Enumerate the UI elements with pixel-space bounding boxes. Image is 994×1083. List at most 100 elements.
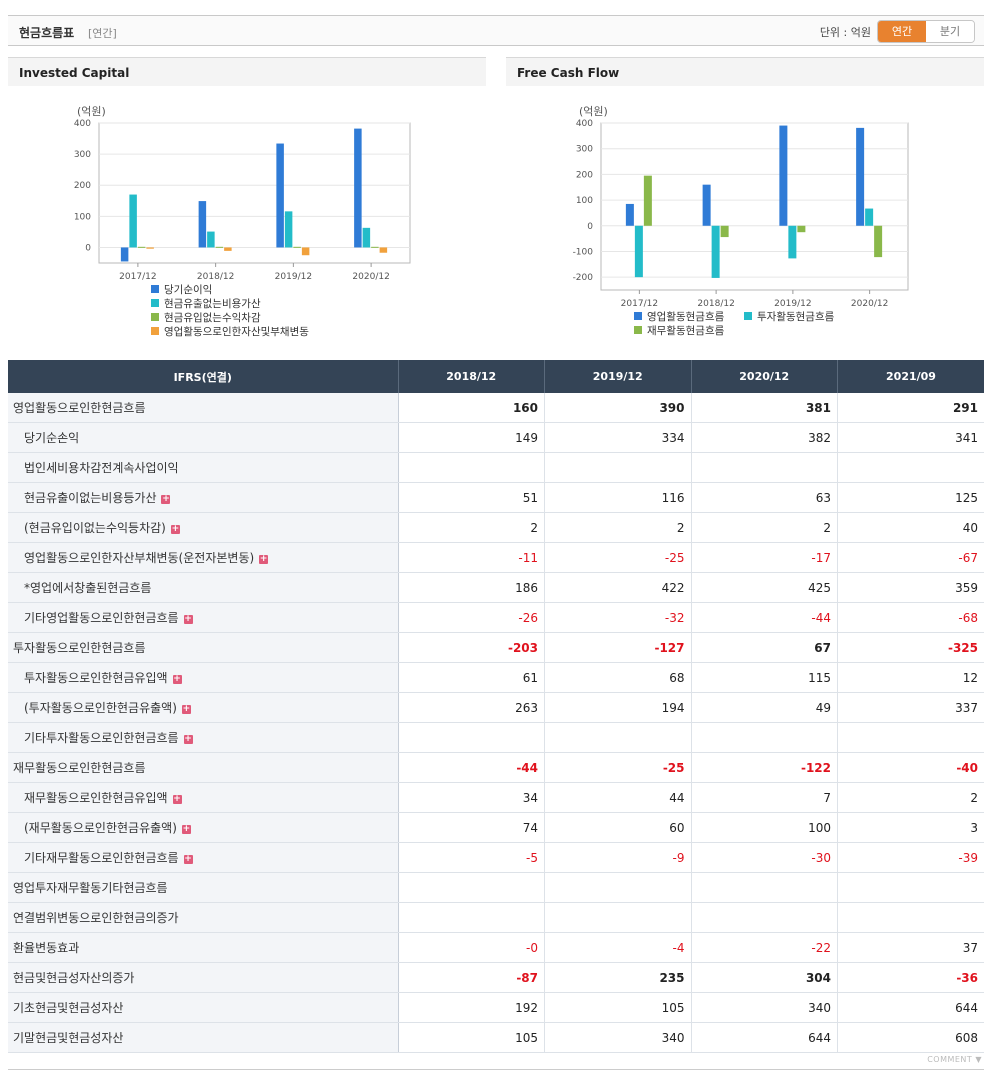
y-tick-label: 0	[587, 222, 593, 232]
row-label-cell: 기초현금및현금성자산	[8, 992, 399, 1023]
table-row: 투자활동으로인한현금유입액 +61 68 115 12	[8, 662, 984, 693]
ifrs-header: IFRS(연결)	[8, 360, 398, 393]
value-cell: 49	[690, 692, 838, 723]
expand-plus-icon[interactable]: +	[181, 824, 191, 834]
row-label-cell: (현금유입이없는수익등차감) +	[8, 512, 399, 543]
value-cell: 422	[544, 572, 691, 603]
row-label-cell: 환율변동효과	[8, 932, 399, 963]
value-cell	[544, 902, 691, 933]
value-cell	[544, 872, 691, 903]
value-cell: 334	[544, 422, 691, 453]
value-cell: -127	[544, 632, 691, 663]
bar	[643, 175, 652, 226]
value-cell: 105	[544, 992, 691, 1023]
value-cell	[837, 872, 984, 903]
row-label: 기초현금및현금성자산	[13, 1001, 124, 1015]
annual-toggle-button[interactable]: 연간	[878, 21, 926, 42]
row-label-cell: 기타영업활동으로인한현금흐름 +	[8, 602, 399, 633]
table-row: 기타투자활동으로인한현금흐름 +	[8, 722, 984, 753]
value-cell	[397, 872, 545, 903]
row-label: (현금유입이없는수익등차감)	[24, 521, 166, 535]
free-cash-flow-panel: Free Cash Flow (억원) -200 -100 0 100 200 300 400…	[506, 57, 984, 357]
y-tick-label: -200	[573, 273, 594, 283]
value-cell: -87	[397, 962, 545, 993]
row-label: 법인세비용차감전계속사업이익	[24, 461, 179, 475]
legend-label: 현금유출없는비용가산	[164, 297, 261, 310]
expand-plus-icon[interactable]: +	[172, 794, 182, 804]
expand-plus-icon[interactable]: +	[183, 614, 193, 624]
row-label: (재무활동으로인한현금유출액)	[24, 821, 177, 835]
legend-swatch	[151, 299, 159, 307]
quarterly-toggle-button[interactable]: 분기	[926, 21, 974, 42]
value-cell: 235	[544, 962, 691, 993]
table-row: 투자활동으로인한현금흐름 -203 -127 67 -325	[8, 632, 984, 663]
column-header: 2018/12	[397, 360, 545, 393]
table-row: 영업활동으로인한자산부채변동(운전자본변동) + -11 -25 -17 -67	[8, 542, 984, 573]
table-row: 법인세비용차감전계속사업이익	[8, 452, 984, 483]
table-body: 영업활동으로인한현금흐름 160 390 381 291 당기순손익 149 334 382 34…	[8, 393, 984, 1053]
x-tick-label: 2020/12	[851, 299, 888, 309]
value-cell	[690, 722, 838, 753]
expand-plus-icon[interactable]: +	[183, 734, 193, 744]
value-cell: 105	[397, 1022, 545, 1053]
row-label: 기타영업활동으로인한현금흐름	[24, 611, 179, 625]
y-tick-label: 200	[74, 181, 91, 191]
row-label-cell: (재무활동으로인한현금유출액) +	[8, 812, 399, 843]
row-label: (투자활동으로인한현금유출액)	[24, 701, 177, 715]
row-label-cell: 현금및현금성자산의증가	[8, 962, 399, 993]
expand-plus-icon[interactable]: +	[170, 524, 180, 534]
row-label: 환율변동효과	[13, 941, 80, 955]
expand-plus-icon[interactable]: +	[172, 674, 182, 684]
value-cell: 149	[397, 422, 545, 453]
bar	[788, 225, 797, 259]
expand-plus-icon[interactable]: +	[259, 554, 269, 564]
row-label-cell: 기말현금및현금성자산	[8, 1022, 399, 1053]
y-tick-label: 300	[576, 145, 593, 155]
value-cell: 608	[837, 1022, 984, 1053]
value-cell: -17	[690, 542, 838, 573]
y-tick-label: -100	[573, 247, 594, 257]
comment-toggle[interactable]: COMMENT ▼	[927, 1055, 982, 1064]
legend-label: 현금유입없는수익차감	[164, 311, 261, 324]
bar	[207, 231, 215, 248]
table-row: 기초현금및현금성자산 192 105 340 644	[8, 992, 984, 1023]
y-tick-label: 100	[576, 196, 593, 206]
value-cell: 390	[544, 393, 691, 423]
bar	[301, 247, 310, 256]
value-cell: 304	[690, 962, 838, 993]
value-cell: 291	[837, 393, 984, 423]
value-cell: 382	[690, 422, 838, 453]
table-row: 재무활동으로인한현금유입액 +34 44 7 2	[8, 782, 984, 813]
value-cell	[397, 452, 545, 483]
value-cell: -68	[837, 602, 984, 633]
expand-plus-icon[interactable]: +	[183, 854, 193, 864]
row-label-cell: 현금유출이없는비용등가산 +	[8, 482, 399, 513]
cashflow-table: IFRS(연결) 2018/12 2019/12 2020/12 2021/09…	[8, 360, 984, 1053]
row-label: 당기순손익	[24, 431, 80, 445]
value-cell: -5	[397, 842, 545, 873]
table-row: 영업투자재무활동기타현금흐름	[8, 872, 984, 903]
bar	[120, 247, 129, 262]
bar	[625, 203, 634, 226]
table-row: (재무활동으로인한현금유출액) +74 60 100 3	[8, 812, 984, 843]
expand-plus-icon[interactable]: +	[161, 494, 171, 504]
row-label-cell: 투자활동으로인한현금유입액 +	[8, 662, 399, 693]
row-label: 기타재무활동으로인한현금흐름	[24, 851, 179, 865]
value-cell: -67	[837, 542, 984, 573]
value-cell	[544, 452, 691, 483]
legend-swatch	[151, 313, 159, 321]
value-cell: 115	[690, 662, 838, 693]
value-cell	[837, 902, 984, 933]
expand-plus-icon[interactable]: +	[181, 704, 191, 714]
bar	[779, 125, 788, 226]
table-row: *영업에서창출된현금흐름 186 422 425 359	[8, 572, 984, 603]
value-cell	[690, 902, 838, 933]
y-tick-label: 300	[74, 150, 91, 160]
legend-label: 당기순이익	[164, 284, 212, 296]
value-cell: 2	[397, 512, 545, 543]
value-cell: -4	[544, 932, 691, 963]
row-label-cell: 기타투자활동으로인한현금흐름 +	[8, 722, 399, 753]
row-label-cell: 당기순손익	[8, 422, 399, 453]
y-tick-label: 200	[576, 170, 593, 180]
value-cell: 644	[690, 1022, 838, 1053]
